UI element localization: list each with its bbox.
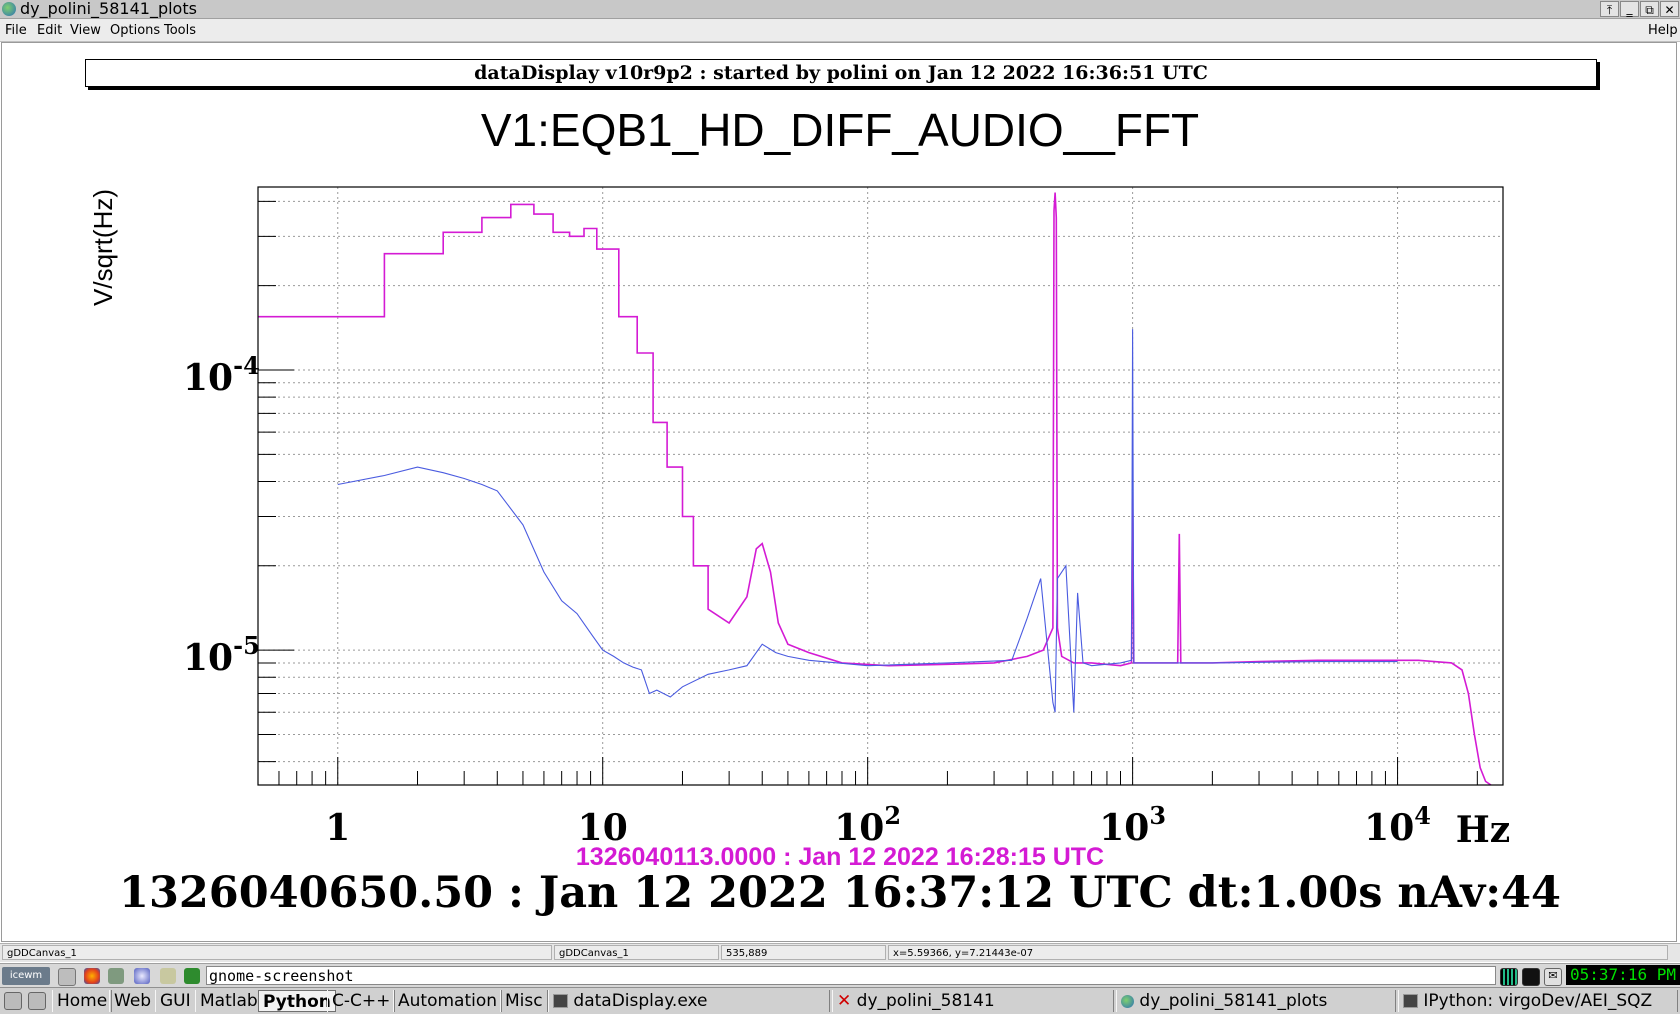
firefox-icon[interactable] <box>84 968 100 984</box>
task-label: dy_polini_58141_plots <box>1139 991 1328 1011</box>
editor-icon[interactable] <box>160 968 176 984</box>
tick-layer <box>257 200 1478 785</box>
workspace-gui[interactable]: GUI <box>155 990 196 1012</box>
y-tick-label: 10-4 <box>183 351 260 399</box>
minimize-all-icon[interactable] <box>4 992 22 1010</box>
cpu-monitor-icon <box>1500 968 1518 986</box>
plot-app-icon <box>1121 994 1134 1008</box>
menu-view[interactable]: View <box>70 23 101 38</box>
workspace-misc[interactable]: Misc <box>500 990 548 1012</box>
show-desktop-icon[interactable] <box>58 968 76 986</box>
browser-icon[interactable] <box>134 968 150 984</box>
status-data-coords: x=5.59366, y=7.21443e-07 <box>888 945 1668 960</box>
x-tick-label: 104 <box>1364 801 1431 849</box>
status-canvas-name: gDDCanvas_1 <box>2 945 552 960</box>
workspace-c-cpp[interactable]: C-C++ <box>327 990 396 1012</box>
window-titlebar[interactable]: dy_polini_58141_plots ⤒ ‗ ⧉ ✕ <box>0 0 1680 19</box>
menu-help[interactable]: Help <box>1648 23 1678 38</box>
launcher-bar: icewm gnome-screenshot ✉ <box>0 963 1680 988</box>
x-tick-label: 1 <box>325 807 350 849</box>
window-title: dy_polini_58141_plots <box>20 0 197 18</box>
app-icon <box>2 2 16 16</box>
menu-options[interactable]: Options <box>110 23 161 38</box>
y-tick-label: 10-5 <box>183 631 260 679</box>
reference-timestamp: 1326040113.0000 : Jan 12 2022 16:28:15 U… <box>575 843 1105 871</box>
network-monitor-icon <box>1522 968 1540 986</box>
terminal-app-icon <box>1403 994 1418 1008</box>
icewm-start-button[interactable]: icewm <box>2 967 50 985</box>
workspace-web[interactable]: Web <box>109 990 157 1012</box>
grid-layer <box>258 187 1503 785</box>
x-tick-label: 103 <box>1099 801 1166 849</box>
spectrum-plot[interactable]: 1 10 102 103 104 10-5 10-4 Hz <box>0 0 1680 850</box>
command-input[interactable]: gnome-screenshot <box>206 966 1496 985</box>
menu-bar: File Edit View Options Tools Help <box>0 19 1680 42</box>
terminal-icon[interactable] <box>184 968 200 984</box>
status-bar: gDDCanvas_1 gDDCanvas_1 535,889 x=5.5936… <box>0 943 1680 962</box>
task-dy-polini[interactable]: ✕ dy_polini_58141 <box>832 990 1114 1012</box>
menu-edit[interactable]: Edit <box>37 23 63 38</box>
status-pixel-coords: 535,889 <box>721 945 886 960</box>
x-tick-label: 102 <box>834 801 901 849</box>
task-label: IPython: virgoDev/AEI_SQZ <box>1423 991 1653 1011</box>
series-layer <box>258 192 1492 786</box>
window-maximize-button[interactable]: ⧉ <box>1640 1 1659 17</box>
window-raise-button[interactable]: ⤒ <box>1600 1 1619 17</box>
plot-frame <box>257 186 1504 786</box>
header-banner: dataDisplay v10r9p2 : started by polini … <box>85 59 1597 87</box>
x-app-icon: ✕ <box>837 991 852 1011</box>
x-axis-unit-label: Hz <box>1456 809 1510 850</box>
menu-tools[interactable]: Tools <box>164 23 197 38</box>
workspace-automation[interactable]: Automation <box>393 990 503 1012</box>
workspace-python[interactable]: Python <box>258 990 336 1012</box>
workspace-matlab[interactable]: Matlab <box>195 990 263 1012</box>
mail-icon[interactable]: ✉ <box>1544 968 1562 986</box>
settings-icon[interactable] <box>108 968 124 984</box>
status-object-name: gDDCanvas_1 <box>554 945 719 960</box>
window-minimize-button[interactable]: ‗ <box>1620 1 1639 17</box>
label-layer: 1 10 102 103 104 10-5 10-4 Hz <box>183 351 1510 850</box>
blue-trace <box>337 329 1398 713</box>
magenta-trace <box>258 192 1492 786</box>
task-dy-polini-plots[interactable]: dy_polini_58141_plots <box>1116 990 1396 1012</box>
terminal-app-icon <box>553 994 568 1008</box>
clock: 05:37:16 PM <box>1566 965 1680 985</box>
window-list-icon[interactable] <box>28 992 46 1010</box>
plot-title: V1:EQB1_HD_DIFF_AUDIO__FFT <box>480 104 1200 156</box>
window-close-button[interactable]: ✕ <box>1660 1 1679 17</box>
menu-file[interactable]: File <box>5 23 27 38</box>
task-datadisplay[interactable]: dataDisplay.exe <box>548 990 830 1012</box>
x-tick-label: 10 <box>578 807 628 849</box>
task-label: dy_polini_58141 <box>856 991 995 1011</box>
task-label: dataDisplay.exe <box>573 991 708 1011</box>
current-timestamp: 1326040650.50 : Jan 12 2022 16:37:12 UTC… <box>119 868 1561 918</box>
task-ipython[interactable]: IPython: virgoDev/AEI_SQZ <box>1398 990 1678 1012</box>
taskbar: Home Web GUI Matlab Python C-C++ Automat… <box>0 987 1680 1014</box>
workspace-home[interactable]: Home <box>52 990 113 1012</box>
